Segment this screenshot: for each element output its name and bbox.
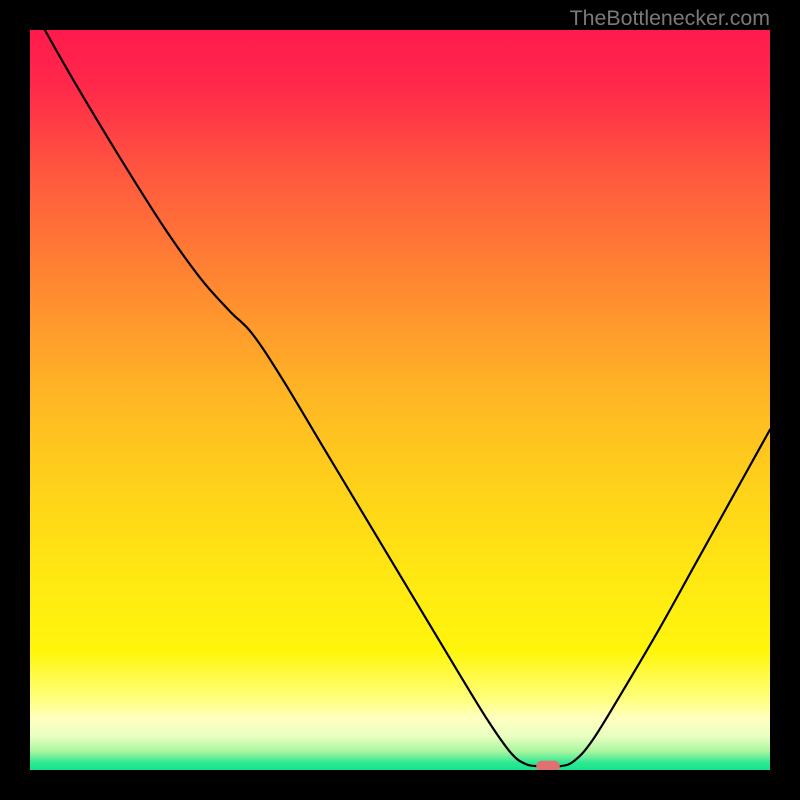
watermark-text: TheBottlenecker.com: [570, 6, 770, 31]
plot-svg: [30, 30, 770, 770]
chart-frame: TheBottlenecker.com: [0, 0, 800, 800]
optimal-point-marker: [536, 761, 560, 770]
plot-area: [30, 30, 770, 770]
gradient-background: [30, 30, 770, 770]
